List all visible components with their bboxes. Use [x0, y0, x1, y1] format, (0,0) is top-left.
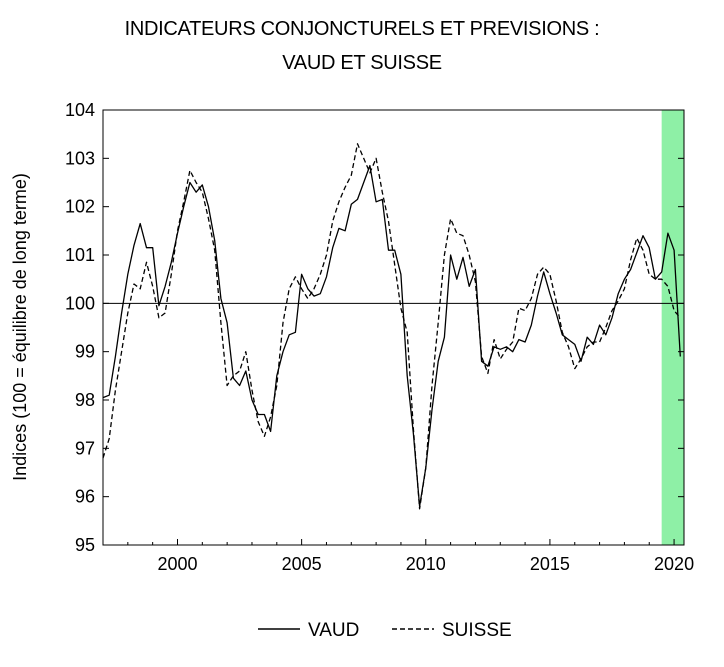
legend-vaud-label: VAUD	[308, 620, 359, 641]
legend: VAUD SUISSE	[258, 620, 512, 641]
y-tick-label: 100	[65, 293, 95, 313]
chart-title-line-1: INDICATEURS CONJONCTURELS ET PREVISIONS …	[124, 18, 600, 40]
y-tick-label: 103	[65, 148, 95, 168]
y-tick-label: 97	[75, 438, 95, 458]
y-tick-label: 102	[65, 197, 95, 217]
y-tick-label: 104	[65, 100, 95, 120]
legend-suisse-label: SUISSE	[442, 620, 512, 641]
y-tick-label: 98	[75, 390, 95, 410]
x-axis-ticks: 2000 2005 2010 2015 2020	[102, 539, 694, 574]
y-tick-label: 96	[75, 487, 95, 507]
series-line-suisse	[102, 143, 681, 510]
y-tick-label: 101	[65, 245, 95, 265]
x-tick-label: 2000	[157, 554, 197, 574]
forecast-band	[661, 110, 684, 545]
x-tick-label: 2020	[654, 554, 694, 574]
x-tick-label: 2010	[406, 554, 446, 574]
forecast-band-layer	[661, 110, 684, 545]
series-layer	[102, 143, 681, 510]
y-axis-label: Indices (100 = équilibre de long terme)	[10, 173, 30, 481]
y-axis-ticks: 95 96 97 98 99 100 101 102 103 104	[65, 100, 684, 555]
series-line-vaud	[102, 164, 681, 507]
y-tick-label: 99	[75, 342, 95, 362]
x-tick-label: 2005	[282, 554, 322, 574]
y-tick-label: 95	[75, 535, 95, 555]
x-tick-label: 2015	[530, 554, 570, 574]
chart-title-line-2: VAUD ET SUISSE	[282, 52, 442, 74]
plot-frame	[102, 109, 685, 546]
